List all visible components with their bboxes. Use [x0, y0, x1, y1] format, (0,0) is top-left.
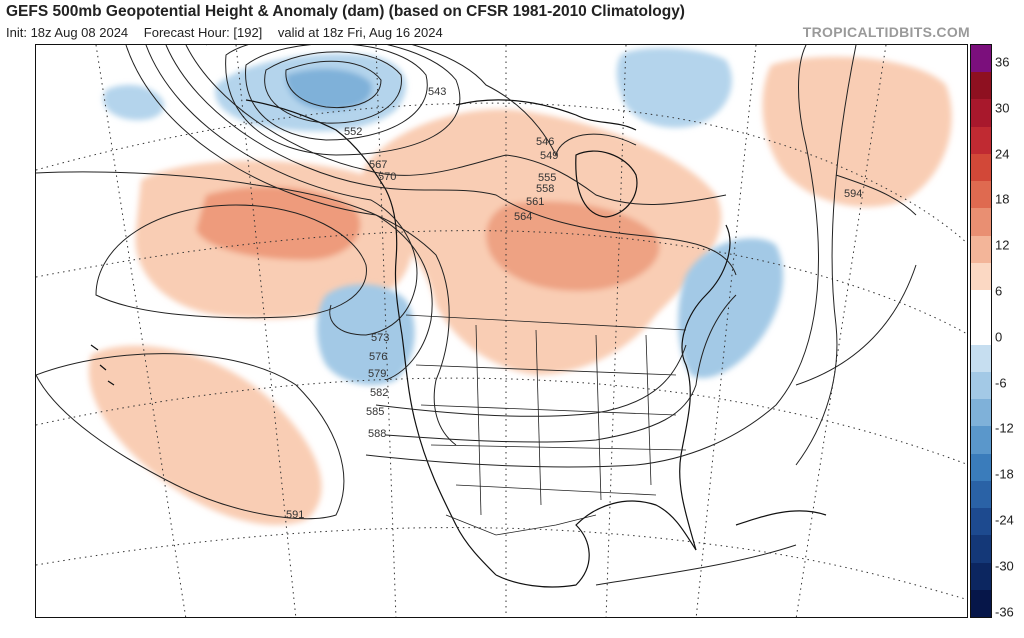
contour-labels: 543 546 549 552 555 558 561 564 567 570 …	[286, 86, 862, 521]
contour-label-555: 555	[538, 172, 556, 184]
negative-anomaly-bering	[103, 84, 165, 121]
colorbar-segment	[971, 344, 991, 373]
map-svg: 543 546 549 552 555 558 561 564 567 570 …	[36, 45, 967, 617]
contour-label-546: 546	[536, 136, 554, 148]
colorbar-tick-label: 30	[995, 100, 1010, 116]
contour-label-549: 549	[540, 150, 558, 162]
map-panel: 543 546 549 552 555 558 561 564 567 570 …	[35, 44, 968, 618]
contour-label-564: 564	[514, 211, 532, 223]
colorbar-segment	[971, 153, 991, 182]
contour-label-579: 579	[368, 368, 386, 380]
colorbar-tick-label: -36	[995, 604, 1014, 620]
contour-label-558: 558	[536, 183, 554, 195]
cuba	[735, 510, 827, 526]
positive-anomaly-canada-core	[486, 201, 660, 291]
canada-arctic	[455, 99, 637, 131]
colorbar-segment	[971, 126, 991, 155]
contour-label-567: 567	[369, 159, 387, 171]
negative-anomaly-eastcoast	[678, 238, 784, 379]
contour-label-552: 552	[344, 126, 362, 138]
contour-label-543: 543	[428, 86, 446, 98]
colorbar-tick-label: -30	[995, 558, 1014, 574]
contour-label-594: 594	[844, 188, 862, 200]
colorbar-tick-label: 12	[995, 237, 1010, 253]
north-america-east-coast	[679, 224, 731, 551]
colorbar-segment	[971, 72, 991, 100]
colorbar-segment	[971, 317, 991, 346]
colorbar-segment	[971, 399, 991, 427]
north-america-west-coast	[245, 99, 497, 576]
brand-watermark: TROPICALTIDBITS.COM	[802, 24, 970, 40]
contour-label-573: 573	[371, 332, 389, 344]
height-contours	[36, 45, 917, 586]
coastlines	[90, 99, 827, 588]
contour-label-585: 585	[366, 406, 384, 418]
colorbar-segment	[971, 453, 991, 482]
contour-label-588: 588	[368, 428, 386, 440]
positive-anomaly-hawaii	[88, 345, 322, 525]
colorbar-segment	[971, 480, 991, 509]
init-time: Init: 18z Aug 08 2024	[6, 25, 129, 40]
contour-label-570: 570	[378, 171, 396, 183]
colorbar-segment	[971, 181, 991, 209]
contour-label-576: 576	[369, 351, 387, 363]
contour-label-582: 582	[370, 387, 388, 399]
colorbar-tick-label: 24	[995, 146, 1010, 162]
colorbar-segment	[971, 535, 991, 564]
colorbar-segment	[971, 562, 991, 591]
colorbar-segment	[971, 262, 991, 291]
colorbar-tick-label: 18	[995, 191, 1010, 207]
latlon-grid	[36, 45, 967, 617]
colorbar-tick-label: 0	[995, 329, 1003, 345]
hudson-bay	[575, 150, 638, 218]
colorbar-tick-label: -18	[995, 466, 1014, 482]
colorbar-segment	[971, 508, 991, 536]
state-borders	[405, 314, 687, 536]
colorbar-segment	[971, 426, 991, 455]
colorbar-tick-label: -24	[995, 512, 1014, 528]
negative-anomaly-greenland	[616, 48, 732, 128]
colorbar-segment	[971, 99, 991, 128]
forecast-hour: Forecast Hour: [192]	[143, 25, 263, 40]
colorbar-segment	[971, 589, 991, 617]
colorbar-tick-label: -12	[995, 420, 1014, 436]
colorbar-segment	[971, 290, 991, 318]
mexico-gulf-coast	[495, 500, 697, 588]
contour-label-561: 561	[526, 196, 544, 208]
anomaly-colorbar	[970, 44, 992, 618]
positive-anomaly-layer	[88, 56, 952, 525]
colorbar-tick-label: 6	[995, 283, 1003, 299]
hawaii-islands	[90, 344, 115, 386]
chart-subtitle: Init: 18z Aug 08 2024 Forecast Hour: [19…	[6, 25, 455, 40]
colorbar-tick-label: 36	[995, 54, 1010, 70]
valid-time: valid at 18z Fri, Aug 16 2024	[277, 25, 443, 40]
colorbar-tick-label: -6	[995, 375, 1007, 391]
negative-anomaly-alaska-core	[286, 68, 372, 110]
colorbar-segment	[971, 371, 991, 400]
contour-label-591: 591	[286, 509, 304, 521]
positive-anomaly-atlantic	[762, 56, 952, 207]
colorbar-segment	[971, 208, 991, 237]
colorbar-segment	[971, 45, 991, 73]
colorbar-segment	[971, 235, 991, 264]
chart-title: GEFS 500mb Geopotential Height & Anomaly…	[6, 3, 685, 20]
